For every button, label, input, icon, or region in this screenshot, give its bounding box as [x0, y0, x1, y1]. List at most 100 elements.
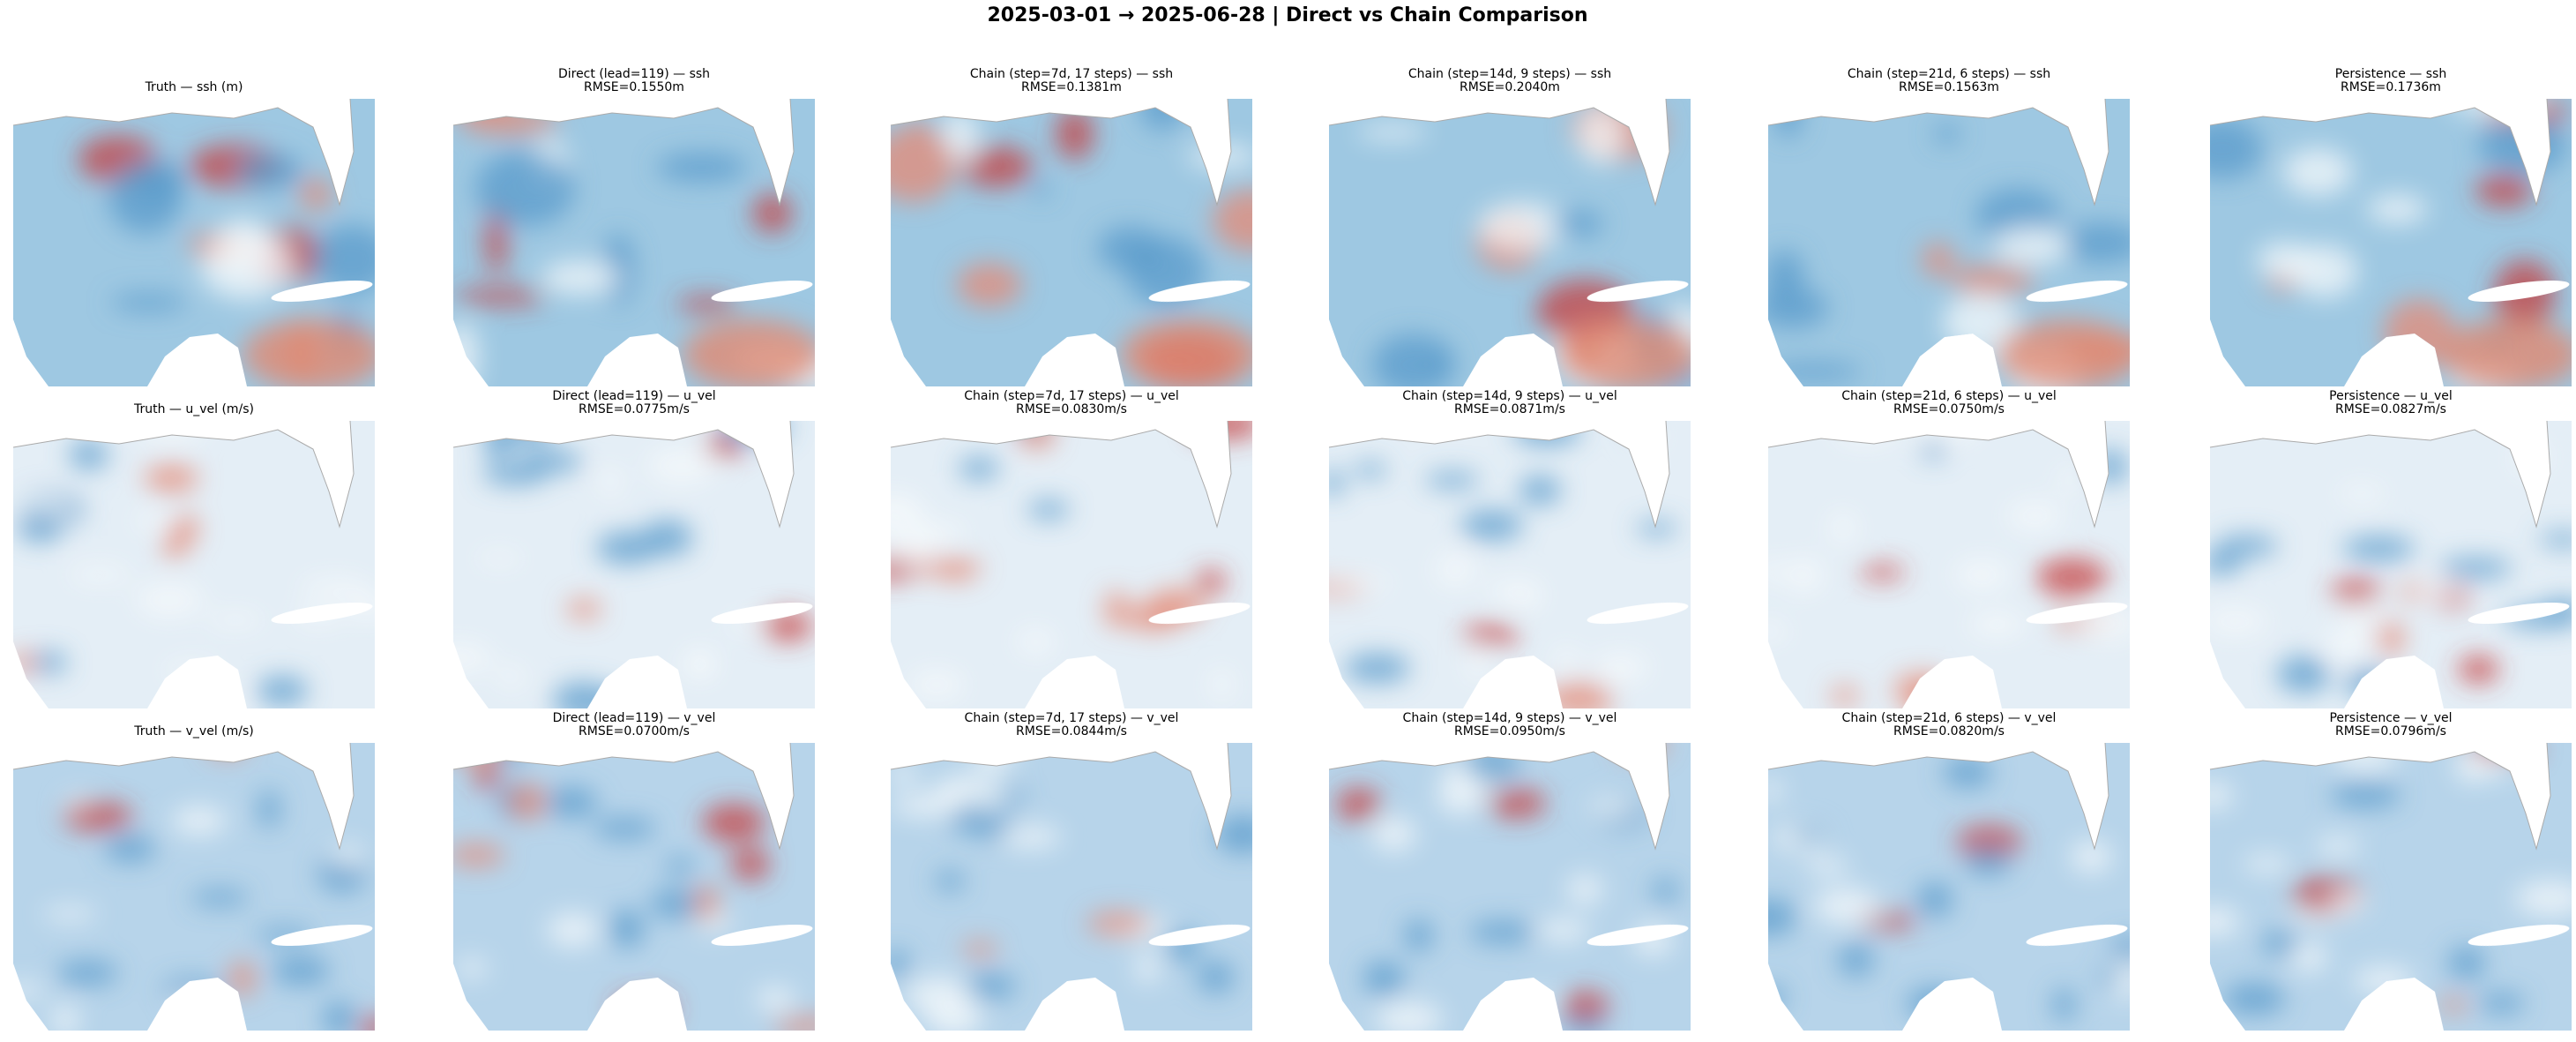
ocean	[1768, 421, 2130, 708]
panel-title: Chain (step=21d, 6 steps) — v_vel	[1842, 711, 2057, 725]
ocean-base	[13, 743, 375, 1031]
eddy	[482, 462, 549, 485]
island	[711, 280, 813, 303]
eddy	[145, 463, 198, 493]
eddy	[1953, 557, 2011, 593]
field	[13, 743, 375, 1031]
eddy	[51, 1003, 78, 1031]
panel-title: RMSE=0.1563m	[1899, 80, 1999, 94]
eddy	[1768, 898, 1796, 936]
eddy	[1550, 210, 1604, 237]
panel-title: Truth — ssh (m)	[145, 80, 243, 94]
eddy	[891, 557, 915, 581]
panel-title: Chain (step=7d, 17 steps) — u_vel	[964, 389, 1178, 403]
map-panel	[1328, 742, 1691, 1031]
eddy	[1430, 352, 1452, 375]
eddy	[175, 993, 204, 1017]
map-panel	[1767, 98, 2130, 386]
ocean-base	[13, 421, 375, 708]
eddy	[1477, 201, 1568, 251]
ocean	[13, 743, 375, 1031]
panel-title: Persistence — v_vel	[2329, 711, 2452, 725]
eddy	[2377, 620, 2404, 656]
eddy	[1056, 108, 1094, 160]
eddy	[2328, 890, 2368, 913]
eddy	[299, 177, 333, 211]
eddy	[459, 107, 559, 136]
eddy	[1626, 421, 1650, 441]
eddy	[2514, 880, 2572, 917]
panel-title: RMSE=0.0844m/s	[1016, 724, 1127, 738]
coastline	[1767, 742, 2109, 851]
panel-title: Truth — u_vel (m/s)	[133, 402, 254, 416]
panel-title: Direct (lead=119) — v_vel	[553, 711, 716, 725]
panel-title: Chain (step=14d, 9 steps) — ssh	[1408, 67, 1611, 81]
ocean	[1768, 99, 2130, 386]
coastline	[1328, 742, 1670, 851]
eddy	[598, 467, 623, 497]
eddy	[1512, 421, 1581, 446]
eddy	[2216, 535, 2279, 557]
eddy	[2036, 558, 2108, 596]
map-panel	[890, 420, 1252, 708]
eddy	[547, 912, 600, 948]
eddy	[1922, 243, 1955, 277]
map-panel	[1767, 742, 2130, 1031]
panel-title: RMSE=0.1736m	[2341, 80, 2441, 94]
eddy	[453, 743, 518, 763]
eddy	[1464, 746, 1519, 783]
eddy	[545, 787, 598, 818]
panel-title: RMSE=0.0775m/s	[579, 402, 690, 416]
eddy	[228, 960, 256, 997]
eddy	[1566, 874, 1603, 905]
eddy	[1916, 881, 1953, 918]
eddy	[2094, 449, 2128, 484]
eddy	[1104, 590, 1128, 628]
eddy	[961, 941, 998, 957]
eddy	[2344, 666, 2390, 699]
eddy	[1628, 422, 1664, 449]
eddy	[1344, 653, 1410, 683]
eddy	[1768, 985, 1787, 1010]
eddy	[56, 960, 118, 986]
eddy	[614, 993, 676, 1026]
eddy	[891, 794, 961, 818]
coastline	[2209, 420, 2551, 528]
island	[271, 924, 373, 947]
eddy	[2210, 906, 2241, 937]
eddy	[2210, 117, 2263, 179]
coastline	[890, 98, 1232, 206]
panel-title: RMSE=0.0871m/s	[1454, 402, 1565, 416]
eddy	[1828, 510, 1858, 546]
map-panel	[452, 420, 815, 708]
eddy	[1215, 814, 1252, 854]
eddy	[949, 805, 989, 833]
eddy	[132, 512, 175, 529]
eddy	[1768, 558, 1781, 584]
ocean	[453, 743, 815, 1031]
eddy	[593, 818, 657, 839]
eddy	[1859, 565, 1906, 581]
panel-title: RMSE=0.2040m	[1460, 80, 1560, 94]
eddy	[13, 652, 37, 673]
eddy	[1831, 686, 1858, 707]
eddy	[1139, 99, 1185, 131]
eddy	[1535, 918, 1590, 942]
ocean	[13, 99, 375, 386]
eddy	[2366, 194, 2428, 224]
eddy	[1588, 796, 1639, 819]
eddy	[2338, 604, 2386, 627]
eddy	[656, 153, 748, 182]
eddy	[1838, 942, 1874, 978]
eddy	[453, 641, 494, 675]
panel-title: RMSE=0.0830m/s	[1016, 402, 1127, 416]
map-panel	[2209, 98, 2572, 386]
eddy	[2338, 484, 2386, 504]
eddy	[1488, 788, 1546, 819]
eddy	[1197, 961, 1235, 993]
eddy	[891, 504, 929, 536]
ocean	[453, 99, 815, 386]
eddy	[1554, 646, 1579, 676]
eddy	[683, 319, 815, 386]
